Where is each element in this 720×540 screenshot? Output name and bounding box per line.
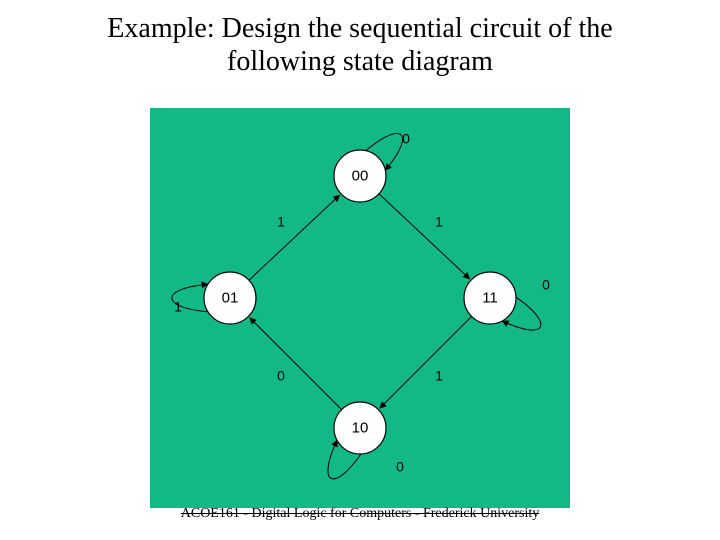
title-line-2: following state diagram [227,46,493,77]
state-diagram-svg: 1101000100111001 [150,108,570,508]
slide: Example: Design the sequential circuit o… [0,0,720,540]
state-node-label: 10 [352,420,369,437]
edge-label: 1 [435,368,443,384]
selfloop-label: 0 [542,277,550,293]
selfloop-label: 0 [396,459,404,475]
slide-title: Example: Design the sequential circuit o… [0,12,720,78]
state-node-label: 01 [222,290,239,307]
edge-label: 0 [277,368,285,384]
footer-text: ACOE161 - Digital Logic for Computers - … [0,506,720,522]
state-diagram: 1101000100111001 [150,108,570,508]
selfloop-label: 1 [174,299,182,315]
edge-label: 1 [435,214,443,230]
state-node-label: 11 [482,290,498,307]
title-line-1: Example: Design the sequential circuit o… [107,13,612,44]
state-node-label: 00 [352,168,369,185]
selfloop-label: 0 [402,131,410,147]
edge-label: 1 [277,214,285,230]
